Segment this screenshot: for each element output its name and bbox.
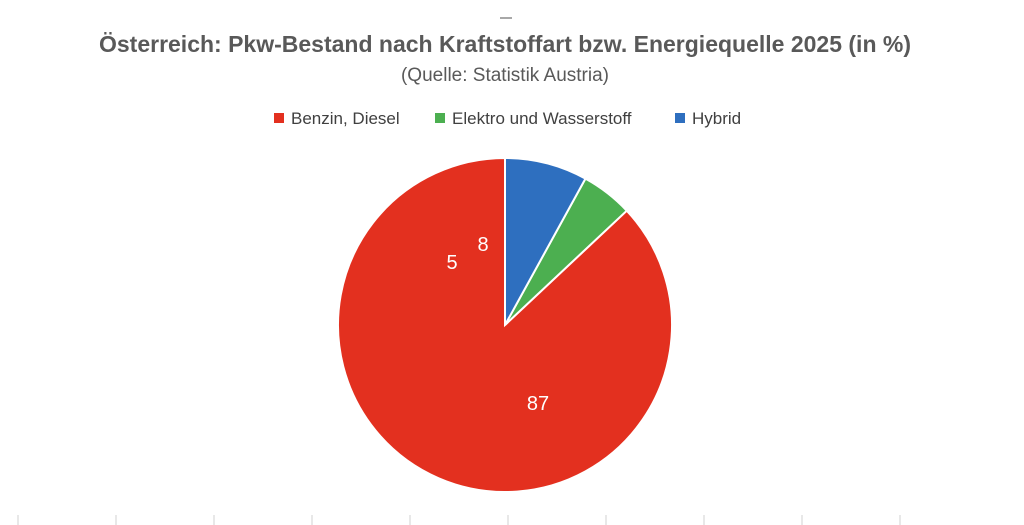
pie-slices xyxy=(337,156,673,493)
legend-swatch-hybrid xyxy=(675,113,685,123)
pie-data-labels: 87 5 8 xyxy=(446,234,549,415)
chart-subtitle: (Quelle: Statistik Austria) xyxy=(401,65,609,86)
legend: Benzin, Diesel Elektro und Wasserstoff H… xyxy=(274,109,741,128)
pie-slice-hybrid xyxy=(504,156,587,326)
legend-swatch-benzin-diesel xyxy=(274,113,284,123)
bottom-tick-marks xyxy=(17,515,901,525)
chart-title: Österreich: Pkw-Bestand nach Kraftstoffa… xyxy=(99,31,911,57)
legend-label-benzin-diesel: Benzin, Diesel xyxy=(291,109,400,128)
legend-label-hybrid: Hybrid xyxy=(692,109,741,128)
data-label-hybrid: 8 xyxy=(477,234,488,256)
data-label-elektro-wasserstoff: 5 xyxy=(446,252,457,274)
legend-swatch-elektro-wasserstoff xyxy=(435,113,445,123)
legend-label-elektro-wasserstoff: Elektro und Wasserstoff xyxy=(452,109,632,128)
data-label-benzin-diesel: 87 xyxy=(527,393,549,415)
